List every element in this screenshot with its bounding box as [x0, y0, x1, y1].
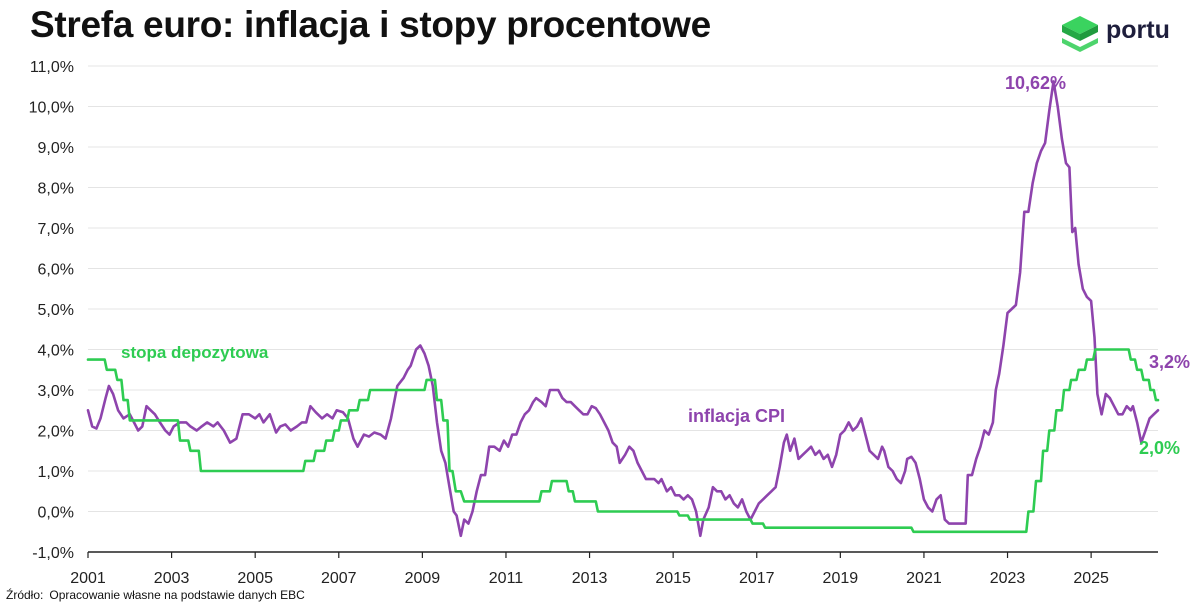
- portu-cube-icon: [1062, 16, 1098, 52]
- x-tick-label: 2023: [990, 570, 1026, 587]
- y-tick-label: 8,0%: [38, 181, 74, 198]
- x-tick-label: 2007: [321, 570, 357, 587]
- annotations: 10,62% 3,2% 2,0% stopa depozytowa inflacja C…: [121, 73, 1190, 458]
- annotation-peak: 10,62%: [1005, 73, 1066, 93]
- annotation-dep-last: 2,0%: [1139, 438, 1180, 458]
- x-tick-label: 2003: [154, 570, 190, 587]
- y-tick-label: 0,0%: [38, 505, 74, 522]
- annotation-cpi-last: 3,2%: [1149, 352, 1190, 372]
- x-tick-label: 2013: [572, 570, 608, 587]
- x-tick-label: 2019: [823, 570, 859, 587]
- gridlines: [88, 65, 1158, 553]
- annotation-dep-label: stopa depozytowa: [121, 343, 269, 362]
- series: [86, 80, 1160, 538]
- x-tick-label: 2017: [739, 570, 775, 587]
- y-tick-label: 2,0%: [38, 424, 74, 441]
- y-tick-label: 10,0%: [29, 100, 74, 117]
- y-tick-label: -1,0%: [32, 545, 74, 562]
- source-text: Opracowanie własne na podstawie danych E…: [49, 588, 305, 602]
- y-tick-label: 9,0%: [38, 140, 74, 157]
- x-tick-label: 2015: [655, 570, 691, 587]
- x-tick-label: 2025: [1073, 570, 1109, 587]
- x-tick-label: 2001: [70, 570, 106, 587]
- x-tick-label: 2005: [237, 570, 273, 587]
- portu-logo: portu: [1058, 14, 1188, 56]
- chart-title: Strefa euro: inflacja i stopy procentowe: [30, 4, 711, 45]
- logo-wordmark: portu: [1106, 16, 1170, 44]
- y-tick-label: 1,0%: [38, 464, 74, 481]
- source-note: Źródło: Opracowanie własne na podstawie d…: [6, 588, 305, 602]
- x-tick-label: 2021: [906, 570, 942, 587]
- cpi-line: [86, 80, 1160, 538]
- x-tick-label: 2009: [405, 570, 441, 587]
- y-tick-label: 6,0%: [38, 262, 74, 279]
- y-tick-label: 4,0%: [38, 343, 74, 360]
- y-tick-label: 5,0%: [38, 302, 74, 319]
- deposit-rate-line: [86, 348, 1160, 534]
- y-tick-label: 11,0%: [30, 59, 74, 76]
- source-label: Źródło:: [6, 588, 44, 602]
- annotation-cpi-label: inflacja CPI: [688, 406, 785, 426]
- axes: -1,0% 0,0% 1,0% 2,0% 3,0% 4,0% 5,0% 6,0% 7,0% 8,0…: [29, 59, 1158, 587]
- y-tick-label: 3,0%: [38, 383, 74, 400]
- x-tick-label: 2011: [489, 570, 524, 587]
- y-tick-label: 7,0%: [38, 221, 74, 238]
